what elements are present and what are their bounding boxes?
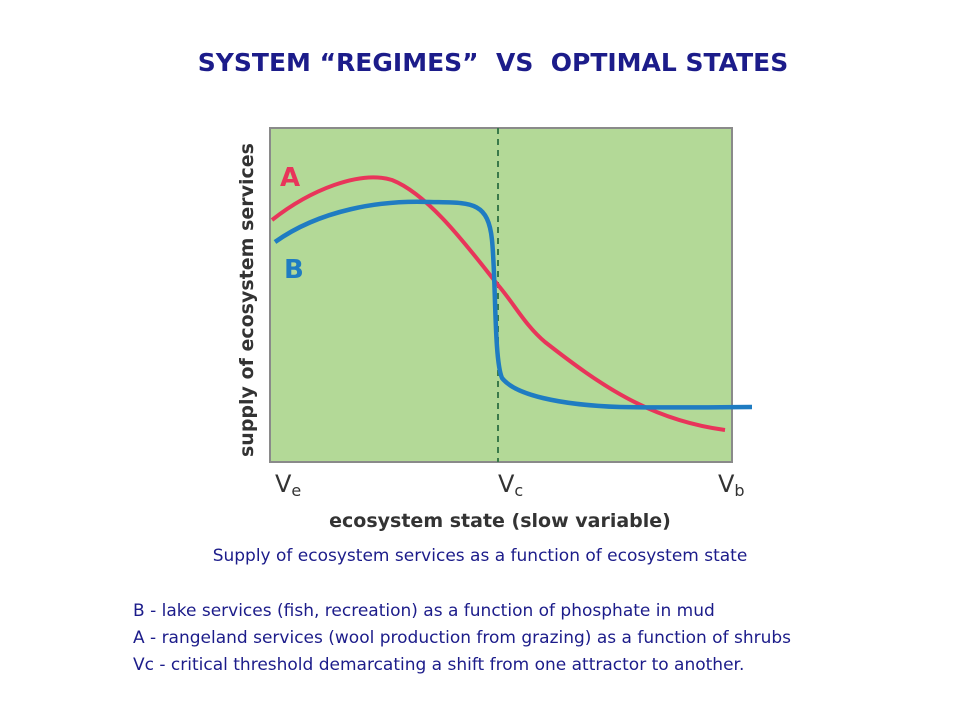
plot-area [269,127,733,463]
diagram: A B supply of ecosystem services ecosyst… [236,127,753,532]
caption: Supply of ecosystem services as a functi… [212,546,748,566]
x-tick-label: Vc [498,470,523,500]
tick-sub: e [291,481,301,500]
curve-label: B [284,255,304,285]
x-axis-label: ecosystem state (slow variable) [329,510,671,532]
curve-label: A [280,163,300,193]
tick-sub: b [734,481,744,500]
tick-main: V [275,470,292,498]
curve-b [273,199,753,410]
tick-main: V [498,470,515,498]
y-axis-label: supply of ecosystem services [236,143,258,457]
curve-a [270,175,726,432]
note: Vc - critical threshold demarcating a sh… [133,655,745,675]
tick-sub: c [514,481,523,500]
tick-main: V [718,470,735,498]
x-tick-label: Vb [718,470,745,500]
note: B - lake services (fish, recreation) as … [133,601,715,621]
slide-title: SYSTEM “REGIMES” VS OPTIMAL STATES [197,48,789,77]
x-tick-label: Ve [275,470,301,500]
note: A - rangeland services (wool production … [133,628,792,648]
